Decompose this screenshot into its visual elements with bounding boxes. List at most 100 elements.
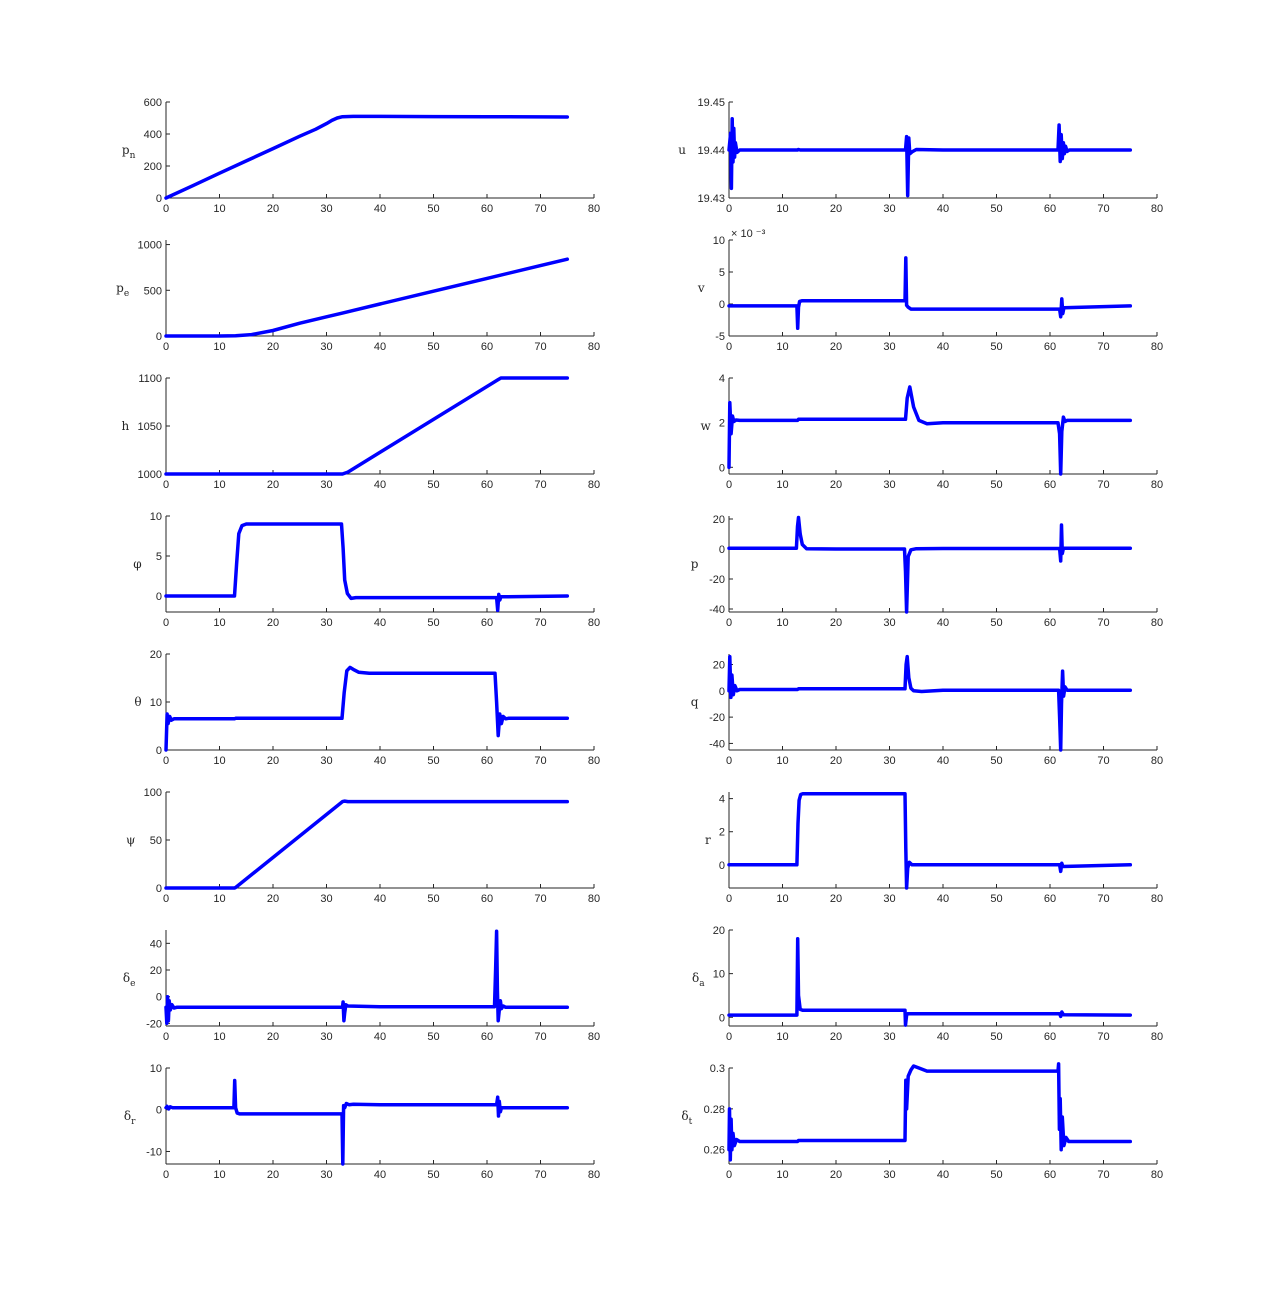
x-tick-label: 10 — [776, 479, 788, 491]
x-tick-label: 20 — [830, 203, 842, 215]
x-tick-label: 80 — [588, 893, 600, 905]
y-tick-label: 600 — [144, 97, 162, 109]
subplot-10: 0 10 20 30 40 50 60 70 80 -40 -20 0 20 q — [691, 654, 1163, 767]
x-tick-label: 70 — [1097, 893, 1109, 905]
subplot-7: 0 10 20 30 40 50 60 70 80 0 5 10 φ — [133, 511, 600, 629]
x-tick-label: 10 — [213, 479, 225, 491]
x-tick-label: 80 — [588, 617, 600, 629]
x-tick-label: 10 — [776, 203, 788, 215]
x-tick-label: 10 — [213, 1169, 225, 1181]
x-tick-label: 20 — [267, 203, 279, 215]
y-tick-label: 0 — [156, 193, 162, 205]
x-tick-label: 20 — [267, 1169, 279, 1181]
x-tick-label: 50 — [427, 341, 439, 353]
x-tick-label: 30 — [320, 617, 332, 629]
x-tick-label: 60 — [481, 1169, 493, 1181]
y-tick-label: 0 — [156, 331, 162, 343]
x-tick-label: 80 — [1151, 479, 1163, 491]
x-tick-label: 30 — [320, 203, 332, 215]
x-tick-label: 40 — [374, 1031, 386, 1043]
x-tick-label: 60 — [481, 617, 493, 629]
x-tick-label: 10 — [776, 755, 788, 767]
y-tick-label: 4 — [719, 794, 725, 806]
y-axis-label-main: θ — [134, 695, 141, 709]
x-tick-label: 10 — [776, 1031, 788, 1043]
x-tick-label: 30 — [320, 341, 332, 353]
x-tick-label: 20 — [267, 341, 279, 353]
x-tick-label: 50 — [990, 1031, 1002, 1043]
x-tick-label: 50 — [990, 755, 1002, 767]
y-axis-label-main: δ — [124, 1109, 131, 1123]
y-axis-label: w — [701, 419, 712, 433]
y-tick-label: 10 — [150, 697, 162, 709]
y-tick-label: 0 — [719, 462, 725, 474]
x-tick-label: 50 — [427, 893, 439, 905]
x-tick-label: 10 — [213, 341, 225, 353]
x-tick-label: 70 — [534, 479, 546, 491]
x-tick-label: 0 — [726, 479, 732, 491]
y-axis-label: pe — [116, 281, 129, 299]
x-tick-label: 0 — [726, 1031, 732, 1043]
y-tick-label: 0 — [719, 544, 725, 556]
x-tick-label: 30 — [883, 341, 895, 353]
series-line — [164, 257, 570, 338]
x-tick-label: 10 — [776, 1169, 788, 1181]
x-tick-label: 60 — [481, 893, 493, 905]
x-tick-label: 80 — [588, 755, 600, 767]
x-tick-label: 30 — [883, 203, 895, 215]
y-axis-label: h — [121, 419, 129, 433]
y-tick-label: 0.3 — [710, 1063, 725, 1075]
x-tick-label: 10 — [776, 617, 788, 629]
y-axis-label: δa — [692, 971, 705, 989]
x-tick-label: 70 — [534, 755, 546, 767]
y-tick-label: 0 — [719, 1012, 725, 1024]
x-tick-label: 40 — [937, 755, 949, 767]
y-tick-label: 4 — [719, 373, 725, 385]
x-tick-label: 10 — [776, 341, 788, 353]
x-tick-label: 20 — [267, 893, 279, 905]
y-axis-label: δr — [124, 1109, 136, 1127]
y-axis-label-subscript: r — [131, 1117, 136, 1127]
x-tick-label: 30 — [883, 1169, 895, 1181]
x-tick-label: 50 — [427, 203, 439, 215]
x-tick-label: 40 — [937, 1169, 949, 1181]
x-tick-label: 40 — [374, 479, 386, 491]
y-tick-label: 400 — [144, 129, 162, 141]
x-tick-label: 0 — [726, 1169, 732, 1181]
x-tick-label: 70 — [1097, 203, 1109, 215]
x-tick-label: 50 — [990, 341, 1002, 353]
x-tick-label: 50 — [990, 203, 1002, 215]
y-axis-label-main: p — [116, 281, 124, 295]
x-tick-label: 80 — [1151, 341, 1163, 353]
y-axis-label-subscript: e — [124, 289, 129, 299]
y-tick-label: 50 — [150, 835, 162, 847]
y-tick-label: 5 — [156, 551, 162, 563]
x-tick-label: 0 — [726, 203, 732, 215]
x-tick-label: 0 — [726, 755, 732, 767]
y-tick-label: 1050 — [138, 421, 162, 433]
x-tick-label: 0 — [163, 1169, 169, 1181]
x-tick-label: 0 — [726, 341, 732, 353]
x-tick-label: 60 — [481, 755, 493, 767]
x-tick-label: 30 — [320, 1169, 332, 1181]
x-tick-label: 50 — [990, 479, 1002, 491]
y-tick-label: 0 — [156, 745, 162, 757]
subplot-12: 0 10 20 30 40 50 60 70 80 0 2 4 r — [705, 791, 1163, 905]
y-axis-label-main: φ — [133, 557, 141, 571]
x-tick-label: 40 — [374, 203, 386, 215]
y-tick-label: -40 — [709, 604, 725, 616]
x-tick-label: 70 — [1097, 755, 1109, 767]
x-tick-label: 10 — [213, 755, 225, 767]
y-tick-label: 1000 — [138, 240, 162, 252]
y-tick-label: 0.26 — [704, 1145, 725, 1157]
x-tick-label: 20 — [267, 755, 279, 767]
y-tick-label: 0 — [719, 686, 725, 698]
x-tick-label: 60 — [1044, 1031, 1056, 1043]
y-tick-label: 19.44 — [697, 145, 725, 157]
series-line — [164, 376, 570, 476]
x-tick-label: 70 — [534, 1169, 546, 1181]
series-line — [164, 522, 570, 613]
subplot-6: 0 10 20 30 40 50 60 70 80 0 2 4 w — [701, 373, 1164, 491]
